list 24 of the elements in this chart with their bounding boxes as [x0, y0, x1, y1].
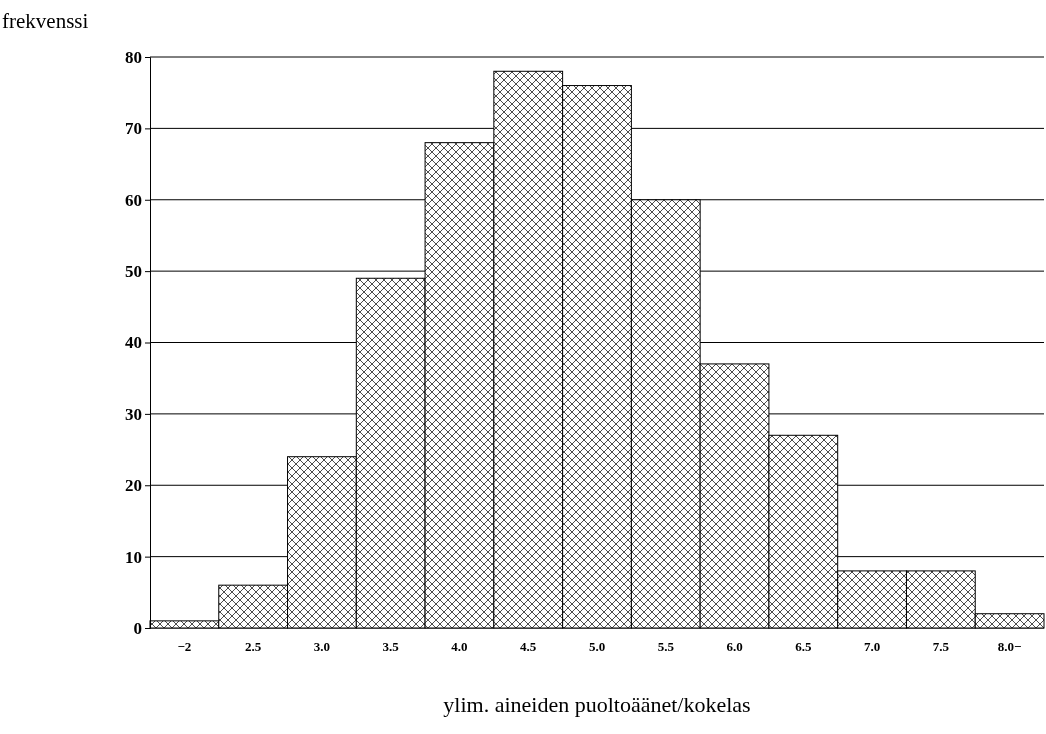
- y-tick-label: 70: [125, 119, 142, 139]
- y-tick-label: 60: [125, 190, 142, 210]
- x-tick-label: 8.0−: [997, 639, 1022, 655]
- x-tick-label: 4.0: [451, 639, 468, 655]
- y-axis-title: frekvenssi: [2, 9, 89, 33]
- y-tick-label: 20: [125, 476, 142, 496]
- x-tick-label: 5.0: [588, 639, 606, 655]
- x-tick-label: 3.0: [313, 639, 331, 655]
- y-tick-label: 0: [133, 618, 142, 638]
- x-tick-label: 2.5: [245, 639, 262, 655]
- y-tick-label: 10: [125, 547, 142, 567]
- x-tick-label: 7.0: [863, 639, 881, 655]
- x-axis-title: ylim. aineiden puoltoäänet/kokelas: [443, 692, 751, 717]
- x-tick-label: 3.5: [382, 639, 400, 655]
- y-tick-label: 30: [125, 404, 142, 424]
- x-tick-label: 5.5: [657, 639, 675, 655]
- y-tick-label: 50: [125, 262, 142, 282]
- x-tick-label: 4.5: [520, 639, 537, 655]
- y-tick-label: 40: [125, 333, 142, 353]
- x-tick-label: 6.5: [795, 639, 812, 655]
- x-tick-label: 6.0: [726, 639, 743, 655]
- x-tick-label: 7.5: [932, 639, 950, 655]
- y-tick-label: 80: [125, 47, 142, 67]
- x-tick-label: −2: [177, 639, 192, 655]
